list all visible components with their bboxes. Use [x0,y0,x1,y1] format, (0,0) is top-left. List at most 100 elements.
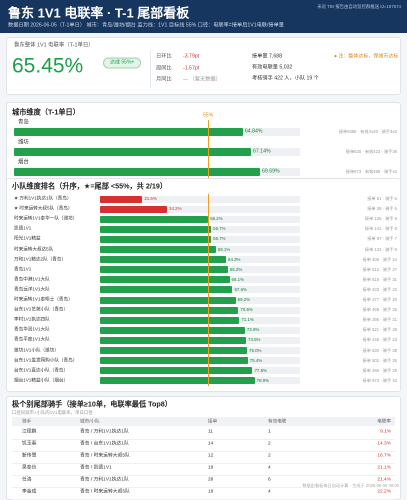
target-line [208,120,210,178]
bar [100,266,228,274]
bar [100,235,212,243]
row-divider [12,439,395,440]
bar [100,326,245,334]
header-band [0,0,407,33]
value-label: 34.2% [169,205,182,211]
column-header: 城市/小队 [80,418,100,424]
value-label: 65.2% [229,266,243,272]
table-cell: 21.4% [377,477,391,483]
table-cell: 6 [268,477,271,483]
kpi-value: 65.45% [12,54,84,78]
kpi-note: ● 注：整体达标，保城市达标 [334,53,399,60]
bar [100,296,236,304]
category-label: 烟台1V1精益小队（烟台） [14,377,69,383]
value-label: 69.2% [237,296,251,302]
column-header: 电联率 [377,418,391,424]
bar [100,246,216,253]
bar [100,225,212,233]
table-cell: 2 [268,441,271,447]
bar-track [100,195,300,203]
row-meta: 接单 132 · 骑手 9 [364,246,397,252]
bar [100,347,247,354]
value-label: 69.69% [262,168,280,175]
row-divider [12,475,395,476]
column-header: 有效电联 [268,418,287,424]
table-cell: 青岛 / 时来运转大叔5队 [80,453,130,459]
row-divider [12,487,395,488]
category-label: 青岛远洋1V1大队 [14,286,50,292]
row-meta: 接单 486 · 骑手 25 [362,367,397,373]
value-label: 56.7% [213,236,226,242]
value-label: 55.2% [210,215,223,221]
column-header: 骑手 [22,418,32,424]
target-line [207,193,209,387]
category-label: ★ 万利1V1执达1队（青岛） [14,195,72,201]
value-label: 70.6% [240,306,253,312]
table-cell: 青岛 / 台东1V1执达1队 [80,441,129,447]
row-meta: 接单 618 · 骑手 31 [362,276,397,282]
value-label: 67.14% [253,148,271,155]
change-value: — （暂无数据） [183,76,221,83]
row-meta: 接单 630 · 骑手 38 [362,347,397,353]
bar [100,195,143,203]
row-meta: 接单 433 · 骑手 22 [362,286,397,292]
category-label: 青岛平度1V1大队 [14,337,50,343]
table-card [6,396,401,500]
table-cell: 18 [208,489,214,495]
bar [100,205,168,213]
category-label: 青岛中港1V1大队 [14,276,50,282]
table-cell: 21.1% [377,465,391,471]
bar [100,377,255,385]
category-label: 烟台 [18,159,29,166]
row-meta: 接单 97 · 骑手 7 [367,236,397,242]
footer: 数据由看板每日自动计算 · 生成于 2026-06-06 09:00 [302,482,399,489]
bar [100,336,247,344]
table-cell: 青岛 / 时来运转大叔5队 [80,489,130,495]
table-cell: 11 [208,429,213,435]
table-cell: 2 [268,453,271,459]
bar [100,316,240,324]
section-title: 极个别尾部骑手（接单≥10单，电联率最低 Top8） [12,399,172,409]
table-cell: 青岛 / 万利1V1执达1队 [80,429,129,435]
category-label: 时来运转1V1泰晤士（青岛） [14,296,73,302]
category-label: 台东1V1直达小队（青岛） [14,367,69,373]
category-label: 凯德1V1 [14,226,32,231]
value-label: 75.0% [249,347,262,353]
table-cell: 1 [268,429,271,435]
value-label: 56.7% [213,226,226,232]
table-cell: 22.2% [377,489,391,495]
table-cell: 靳传慧 [22,453,37,459]
table-cell: 19 [208,465,214,471]
bar [100,286,233,294]
kpi-card [6,37,401,95]
table-cell: 14.3% [377,441,391,447]
header-note: 米逗 TBI 报告由自动监控群推送 id=197574 [317,3,401,9]
change-value: -1.57pt [183,64,200,71]
row-meta: 接单 502 · 骑手 26 [362,357,397,363]
table-cell: 4 [268,465,271,471]
row-meta: 接单 377 · 骑手 20 [362,296,397,302]
title: 鲁东 1V1 电联率 · T-1 尾部看板 [8,5,190,21]
table-header-bg [12,417,395,426]
value-label: 75.4% [249,357,263,363]
target-label: 55% [203,112,214,119]
value-label: 67.6% [234,286,247,292]
row-divider [12,463,395,464]
row-meta: 接单630 · 有效423 · 骑手38 [345,148,397,154]
category-label: 万和1V1精达2队（青岛） [14,256,67,262]
category-label: 青岛华润1V1大队 [14,327,50,332]
category-label: 李村1V1执达四队 [14,316,50,322]
value-label: 71.1% [241,316,254,322]
table-cell: 4 [268,489,271,495]
value-label: 74.5% [248,337,261,343]
row-meta: 接单 521 · 骑手 28 [362,327,397,333]
row-meta: 接单 673 · 骑手 42 [362,377,397,383]
bar [100,357,248,365]
category-label: 青岛 [18,119,29,126]
bar [100,306,239,314]
kpi-stat: 接单量 7,688 [252,53,282,60]
category-label: 潍坊1V1小队（潍坊） [14,347,59,353]
section-title: 小队维度排名（升序，★=尾部 <55%，共 2/19） [12,181,168,191]
row-meta: 接单 512 · 骑手 27 [362,266,397,272]
